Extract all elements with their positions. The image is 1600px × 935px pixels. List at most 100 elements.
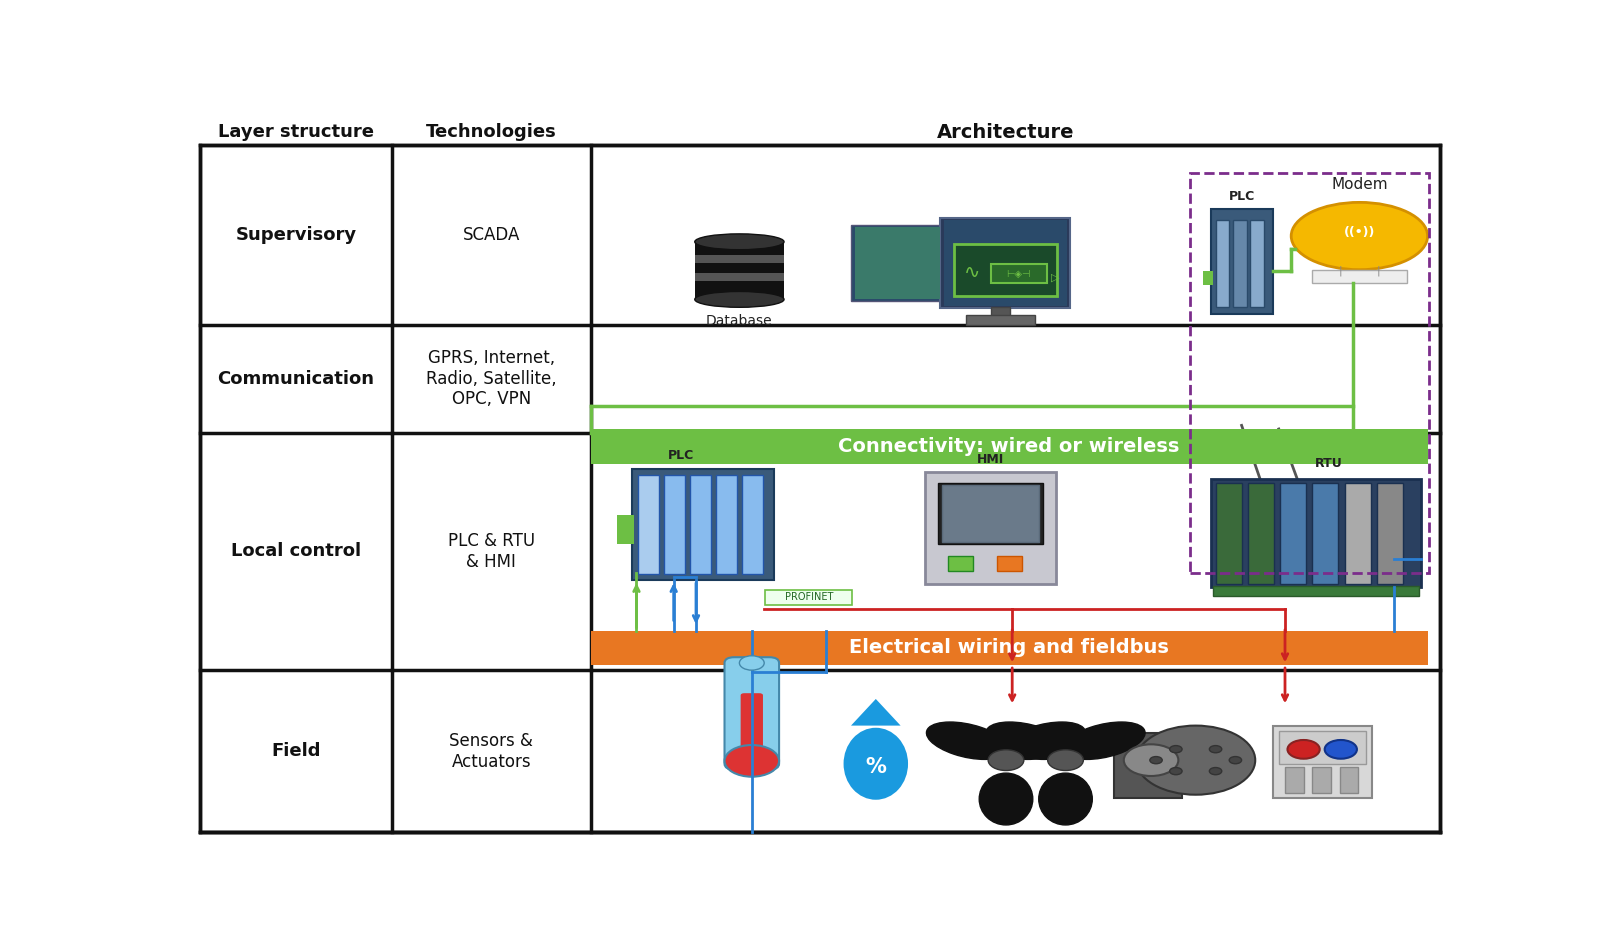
Circle shape — [1150, 756, 1162, 764]
Text: Local control: Local control — [230, 542, 362, 560]
Text: Database: Database — [706, 314, 773, 328]
Bar — [1216, 483, 1242, 583]
FancyBboxPatch shape — [725, 657, 779, 770]
Bar — [944, 221, 1067, 306]
Text: Layer structure: Layer structure — [218, 123, 374, 141]
Bar — [1312, 270, 1406, 282]
Text: |: | — [1339, 266, 1342, 276]
Bar — [715, 475, 738, 574]
Bar — [1211, 209, 1272, 314]
Bar — [1376, 483, 1403, 583]
Text: HMI: HMI — [978, 453, 1005, 466]
Ellipse shape — [1003, 722, 1085, 759]
Text: Technologies: Technologies — [426, 123, 557, 141]
Text: SCADA: SCADA — [462, 225, 520, 244]
Bar — [1248, 483, 1274, 583]
Text: Supervisory: Supervisory — [235, 225, 357, 244]
Text: %: % — [866, 757, 886, 777]
Text: ∿: ∿ — [965, 263, 981, 281]
Bar — [590, 630, 1427, 665]
Text: Connectivity: wired or wireless: Connectivity: wired or wireless — [838, 437, 1179, 455]
Bar — [1213, 586, 1419, 596]
Bar — [925, 472, 1056, 583]
Circle shape — [1210, 768, 1222, 775]
Bar — [1114, 733, 1182, 798]
Circle shape — [1170, 745, 1182, 753]
Bar — [632, 468, 774, 580]
Bar — [664, 475, 685, 574]
Bar — [938, 483, 1043, 544]
Bar — [1234, 220, 1246, 307]
Bar — [997, 556, 1022, 570]
Circle shape — [725, 745, 779, 777]
Bar — [638, 475, 659, 574]
Bar — [1203, 270, 1213, 285]
Bar — [947, 556, 973, 570]
Circle shape — [1210, 745, 1222, 753]
Bar — [690, 475, 710, 574]
Text: PLC: PLC — [667, 449, 694, 462]
Text: Electrical wiring and fieldbus: Electrical wiring and fieldbus — [850, 639, 1170, 657]
Bar — [1312, 768, 1331, 793]
Ellipse shape — [1038, 773, 1093, 825]
Text: PROFINET: PROFINET — [784, 593, 834, 602]
Bar — [851, 225, 944, 301]
Ellipse shape — [1291, 202, 1427, 269]
Bar — [941, 218, 1070, 308]
Bar — [1344, 483, 1371, 583]
Bar — [990, 307, 1010, 317]
Text: Sensors &
Actuators: Sensors & Actuators — [450, 732, 533, 770]
Text: |: | — [1376, 266, 1379, 276]
Text: ⊢◈⊣: ⊢◈⊣ — [1006, 268, 1030, 279]
Bar — [1216, 220, 1229, 307]
Bar — [1285, 768, 1304, 793]
Text: RTU: RTU — [1315, 457, 1342, 470]
Circle shape — [1229, 756, 1242, 764]
Text: PLC: PLC — [1229, 190, 1254, 203]
Bar — [1339, 768, 1358, 793]
Circle shape — [1136, 726, 1256, 795]
Bar — [1272, 726, 1371, 798]
Ellipse shape — [986, 722, 1067, 759]
Bar — [694, 273, 784, 281]
Circle shape — [1325, 740, 1357, 758]
Circle shape — [739, 655, 765, 670]
Polygon shape — [851, 699, 901, 726]
Ellipse shape — [926, 722, 1008, 759]
Bar — [694, 254, 784, 264]
Circle shape — [1123, 744, 1178, 776]
Text: ▷: ▷ — [1051, 273, 1059, 282]
Bar — [742, 475, 763, 574]
Text: PLC & RTU
& HMI: PLC & RTU & HMI — [448, 532, 534, 570]
Bar — [941, 485, 1040, 542]
Ellipse shape — [979, 773, 1032, 825]
Ellipse shape — [1064, 722, 1146, 759]
Bar — [1250, 220, 1264, 307]
Text: GPRS, Internet,
Radio, Satellite,
OPC, VPN: GPRS, Internet, Radio, Satellite, OPC, V… — [426, 349, 557, 409]
Circle shape — [1288, 740, 1320, 758]
Circle shape — [989, 750, 1024, 770]
Ellipse shape — [694, 234, 784, 250]
Text: Modem: Modem — [1331, 177, 1387, 192]
Bar — [765, 590, 853, 605]
Bar — [954, 244, 1058, 295]
Circle shape — [1170, 768, 1182, 775]
Text: Field: Field — [272, 742, 322, 760]
Bar — [694, 242, 784, 299]
Bar — [616, 515, 634, 544]
Bar — [990, 264, 1046, 282]
Text: Communication: Communication — [218, 369, 374, 388]
Bar — [590, 429, 1427, 464]
Text: ((•)): ((•)) — [1344, 226, 1374, 239]
FancyBboxPatch shape — [741, 693, 763, 762]
Bar — [1312, 483, 1338, 583]
Bar — [1280, 483, 1306, 583]
Ellipse shape — [694, 292, 784, 308]
Bar — [1211, 480, 1421, 587]
Bar — [1278, 731, 1365, 764]
Text: Architecture: Architecture — [938, 122, 1075, 142]
Circle shape — [1048, 750, 1083, 770]
Bar — [966, 315, 1035, 325]
Bar — [854, 227, 941, 299]
Ellipse shape — [843, 727, 909, 799]
